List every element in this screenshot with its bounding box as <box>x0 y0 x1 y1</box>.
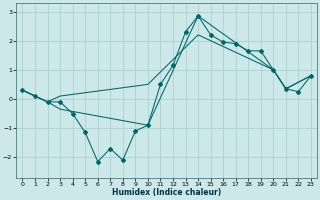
X-axis label: Humidex (Indice chaleur): Humidex (Indice chaleur) <box>112 188 221 197</box>
